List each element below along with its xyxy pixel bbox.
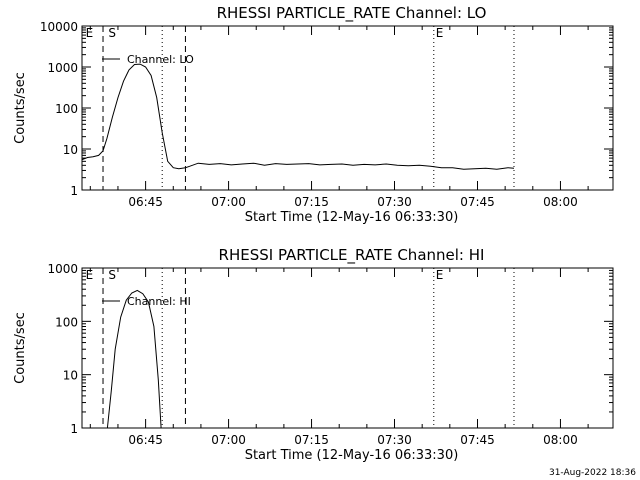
- y-tick-label: 1: [70, 184, 78, 198]
- x-tick-label: 07:30: [377, 195, 412, 209]
- x-tick-label: 07:00: [211, 195, 246, 209]
- series-line: [106, 289, 162, 429]
- legend-label: Channel: HI: [127, 295, 191, 308]
- y-tick-label: 1000: [47, 262, 78, 276]
- x-tick-label: 07:30: [377, 433, 412, 447]
- x-tick-label: 07:45: [460, 433, 495, 447]
- event-marker-letter: S: [108, 268, 116, 282]
- x-axis-label: Start Time (12-May-16 06:33:30): [245, 448, 459, 463]
- y-tick-label: 10: [63, 143, 78, 157]
- series-line: [81, 63, 515, 170]
- plot-frame: [81, 25, 614, 191]
- legend-label: Channel: LO: [127, 53, 194, 66]
- event-marker-letter: E: [86, 268, 94, 282]
- footer-timestamp: 31-Aug-2022 18:36: [549, 468, 636, 478]
- x-tick-label: 08:00: [543, 433, 578, 447]
- chart-title: RHESSI PARTICLE_RATE Channel: LO: [217, 4, 487, 23]
- y-tick-label: 100: [55, 102, 78, 116]
- y-tick-label: 1: [70, 422, 78, 436]
- x-tick-label: 07:00: [211, 433, 246, 447]
- event-marker-letter: E: [436, 268, 444, 282]
- y-tick-label: 1000: [47, 61, 78, 75]
- x-tick-label: 07:15: [294, 433, 329, 447]
- event-marker-letter: S: [108, 26, 116, 40]
- event-marker-letter: E: [86, 26, 94, 40]
- panel-hi-channel: RHESSI PARTICLE_RATE Channel: HI 06:45 07:…: [13, 246, 614, 463]
- x-tick-label: 07:45: [460, 195, 495, 209]
- x-tick-label: 07:15: [294, 195, 329, 209]
- y-axis-label: Counts/sec: [13, 72, 28, 144]
- x-tick-label: 08:00: [543, 195, 578, 209]
- y-axis-label: Counts/sec: [13, 312, 28, 384]
- y-tick-label: 100: [55, 315, 78, 329]
- chart-title: RHESSI PARTICLE_RATE Channel: HI: [219, 246, 485, 265]
- y-tick-label: 10000: [40, 20, 78, 34]
- panel-lo-channel: RHESSI PARTICLE_RATE Channel: LO 06:45 07:…: [13, 4, 614, 225]
- x-axis-label: Start Time (12-May-16 06:33:30): [245, 210, 459, 225]
- x-tick-label: 06:45: [128, 433, 163, 447]
- x-tick-label: 06:45: [128, 195, 163, 209]
- y-tick-label: 10: [63, 369, 78, 383]
- event-marker-letter: E: [436, 26, 444, 40]
- plot-frame: [81, 267, 614, 429]
